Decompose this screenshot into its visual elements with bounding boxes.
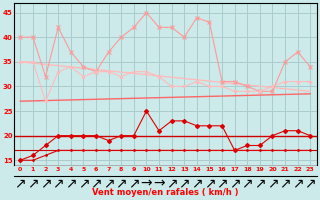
- X-axis label: Vent moyen/en rafales ( km/h ): Vent moyen/en rafales ( km/h ): [92, 188, 238, 197]
